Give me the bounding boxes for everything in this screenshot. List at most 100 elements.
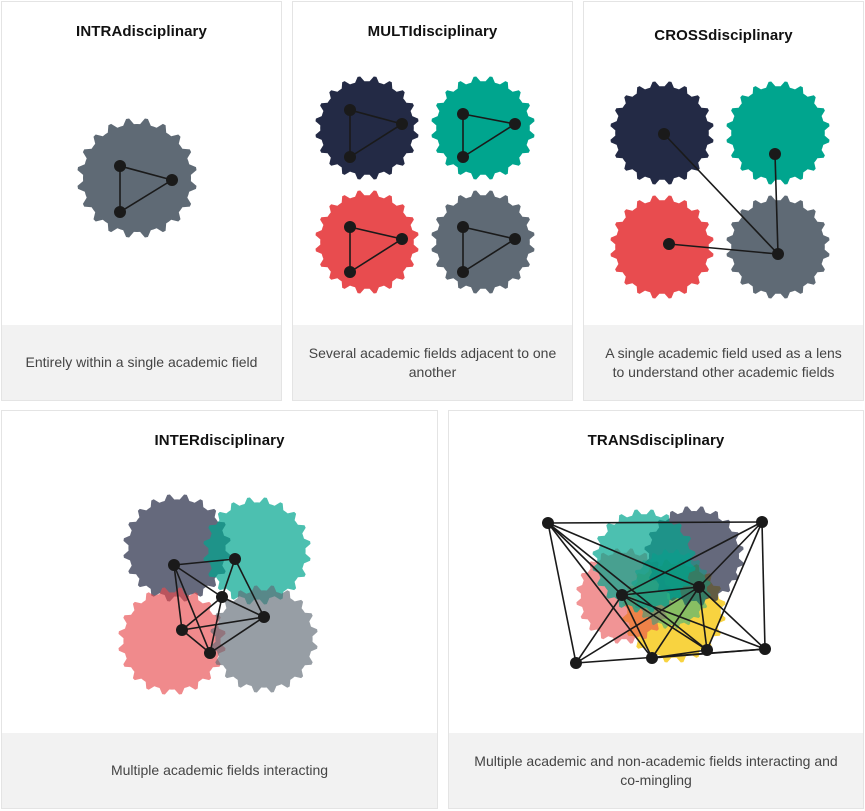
network-edge: [209, 616, 265, 654]
network-edge: [181, 616, 265, 631]
gear-shape: [315, 190, 419, 294]
network-edge: [547, 521, 763, 524]
network-edge: [621, 586, 700, 596]
gear-shape: [123, 494, 231, 602]
title-suffix: disciplinary: [639, 432, 725, 449]
network-edge: [119, 165, 173, 181]
gear-shape: [118, 587, 226, 695]
network-node: [756, 516, 768, 528]
panel-intradisciplinary: INTRAdisciplinary Entirely within a sing…: [1, 1, 282, 401]
network-edge: [181, 629, 211, 654]
network-lines: [173, 558, 265, 654]
gear-shape: [315, 76, 419, 180]
network-edge: [221, 558, 236, 598]
panel-transdisciplinary: TRANSdisciplinary Multiple academic and …: [448, 410, 864, 809]
gear-shape: [431, 190, 535, 294]
gear-shape: [210, 585, 318, 693]
network-node: [693, 581, 705, 593]
gear-red: [118, 587, 226, 695]
gear-green: [631, 549, 711, 629]
network-edge: [349, 238, 403, 273]
caption-text: Multiple academic fields interacting: [110, 762, 329, 778]
gear-teal: [203, 497, 311, 605]
gear-shape: [77, 118, 197, 238]
gear-shape: [592, 509, 696, 613]
gear-gray: [210, 585, 318, 693]
panel-multidisciplinary: MULTIdisciplinary Several academic field…: [292, 1, 573, 401]
panel-interdisciplinary: INTERdisciplinary Multiple academic fiel…: [1, 410, 438, 809]
network-node: [570, 657, 582, 669]
network-edge: [547, 522, 700, 588]
network-node: [396, 118, 408, 130]
network-node: [166, 174, 178, 186]
network-edge: [462, 226, 516, 240]
network-edge: [349, 109, 403, 125]
network-edge: [663, 133, 779, 255]
title-suffix: disciplinary: [199, 432, 285, 449]
network-edge: [462, 113, 516, 125]
title-suffix: disciplinary: [122, 23, 207, 40]
network-edge: [575, 586, 700, 664]
network-nodes: [344, 104, 521, 278]
network-edge: [349, 123, 403, 158]
network-node: [759, 643, 771, 655]
network-node: [344, 151, 356, 163]
gear-gray: [77, 118, 197, 238]
network-lines: [547, 521, 766, 664]
title-suffix: disciplinary: [412, 23, 498, 40]
gear-shape: [203, 497, 311, 605]
network-node: [616, 589, 628, 601]
network-edge: [621, 594, 708, 651]
network-edge: [119, 179, 173, 213]
network-edge: [173, 564, 211, 654]
network-edge: [234, 558, 265, 618]
gear-shape: [431, 76, 535, 180]
network-node: [344, 104, 356, 116]
gear-navy: [123, 494, 231, 602]
network-node: [663, 238, 675, 250]
network-edge: [651, 649, 708, 659]
network-edge: [173, 564, 223, 598]
network-node: [114, 160, 126, 172]
network-node: [168, 559, 180, 571]
network-edge: [349, 226, 403, 240]
inter-gear-diagram: [118, 494, 318, 695]
network-node: [176, 624, 188, 636]
network-node: [344, 221, 356, 233]
panel-caption: Several academic fields adjacent to one …: [293, 325, 572, 400]
network-node: [542, 517, 554, 529]
title-prefix: INTRA: [76, 23, 123, 40]
network-edge: [651, 586, 700, 659]
panel-title: INTRAdisciplinary: [2, 23, 281, 40]
network-node: [701, 644, 713, 656]
network-node: [229, 553, 241, 565]
title-prefix: MULTI: [367, 23, 413, 40]
network-node: [509, 233, 521, 245]
gear-shape: [610, 195, 714, 299]
network-node: [457, 221, 469, 233]
network-edge: [698, 586, 766, 650]
panel-crossdisciplinary: CROSSdisciplinary A single academic fiel…: [583, 1, 864, 401]
network-node: [772, 248, 784, 260]
network-edge: [547, 522, 708, 651]
network-edge: [462, 123, 516, 158]
network-nodes: [114, 160, 178, 218]
network-lines: [119, 165, 173, 213]
network-edge: [706, 521, 763, 651]
network-node: [204, 647, 216, 659]
panel-title: TRANSdisciplinary: [449, 432, 863, 449]
network-nodes: [542, 516, 771, 669]
intra-gear-diagram: [77, 118, 197, 238]
network-node: [646, 652, 658, 664]
caption-text: Entirely within a single academic field: [25, 354, 258, 370]
network-node: [258, 611, 270, 623]
network-edge: [575, 594, 623, 664]
network-node: [769, 148, 781, 160]
network-edge: [462, 238, 516, 273]
network-edge: [621, 521, 763, 596]
network-edge: [173, 564, 183, 631]
title-prefix: TRANS: [587, 432, 640, 449]
gear-teal: [431, 76, 535, 180]
gear-red: [610, 195, 714, 299]
gear-shape: [726, 81, 830, 185]
